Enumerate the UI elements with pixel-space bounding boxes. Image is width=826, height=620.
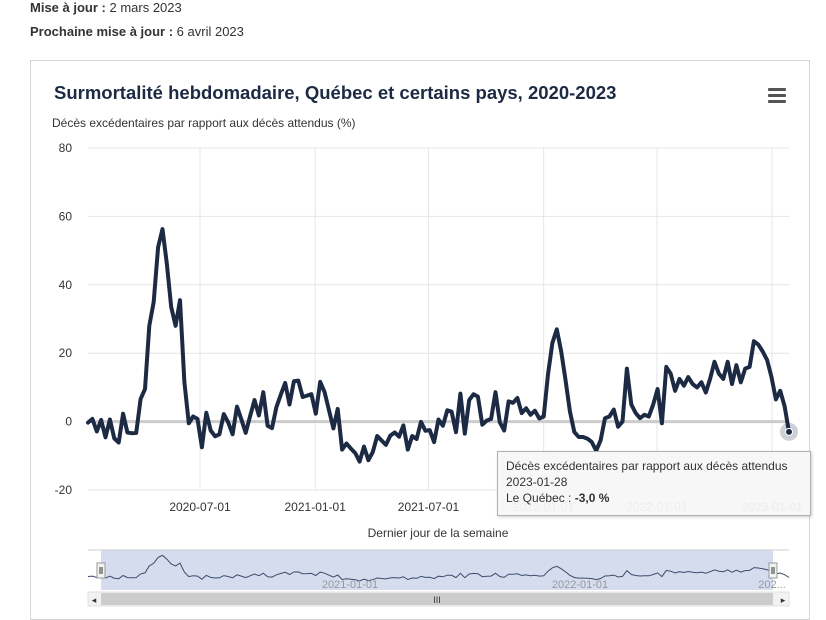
handle-body <box>96 562 106 579</box>
update-label: Mise à jour : <box>30 0 106 15</box>
scrollbar-grip: III <box>433 595 441 605</box>
tooltip-series-label: Le Québec : <box>506 491 572 505</box>
navigator-left-handle[interactable] <box>96 562 106 579</box>
y-tick-label: 80 <box>59 141 73 155</box>
next-update-info: Prochaine mise à jour : 6 avril 2023 <box>30 24 244 39</box>
tooltip-date: 2023-01-28 <box>506 475 568 489</box>
navigator-series-line <box>87 554 790 582</box>
hover-point <box>785 427 793 436</box>
scrollbar-thumb[interactable] <box>101 593 773 605</box>
chart-card <box>30 60 810 620</box>
navigator-date-label: 202... <box>758 579 786 591</box>
hamburger-menu-icon[interactable] <box>768 88 786 104</box>
y-tick-label: -20 <box>55 483 73 497</box>
x-tick-label: 2021-07-01 <box>398 500 460 514</box>
navigator-right-handle[interactable] <box>768 562 778 579</box>
navigator-date-label: 2022-01-01 <box>552 579 608 591</box>
navigator-selection <box>101 550 773 590</box>
next-update-label: Prochaine mise à jour : <box>30 24 174 39</box>
y-tick-label: 0 <box>65 415 72 429</box>
next-update-date: 6 avril 2023 <box>176 24 244 39</box>
y-axis-label: Décès excédentaires par rapport aux décè… <box>52 116 356 130</box>
y-tick-label: 60 <box>59 209 73 223</box>
x-tick-label: 2021-01-01 <box>285 500 347 514</box>
update-date: 2 mars 2023 <box>109 0 182 15</box>
tooltip-value-row: Le Québec : -3,0 % <box>506 490 802 506</box>
tooltip-value: -3,0 % <box>574 491 610 505</box>
tooltip: Décès excédentaires par rapport aux décè… <box>497 451 811 516</box>
update-info: Mise à jour : 2 mars 2023 <box>30 0 182 15</box>
y-tick-label: 40 <box>59 278 73 292</box>
scroll-left-arrow-icon[interactable]: ◂ <box>92 595 97 605</box>
y-tick-label: 20 <box>59 346 73 360</box>
series-line-quebec <box>86 227 791 464</box>
scroll-right-arrow-icon[interactable]: ▸ <box>781 595 786 605</box>
navigator-date-label: 2021-01-01 <box>322 579 378 591</box>
tooltip-title: Décès excédentaires par rapport aux décè… <box>506 459 788 473</box>
x-axis-label: Dernier jour de la semaine <box>367 526 509 540</box>
x-tick-label: 2020-07-01 <box>169 500 231 514</box>
chart-title: Surmortalité hebdomadaire, Québec et cer… <box>54 82 617 103</box>
handle-body <box>768 562 778 579</box>
